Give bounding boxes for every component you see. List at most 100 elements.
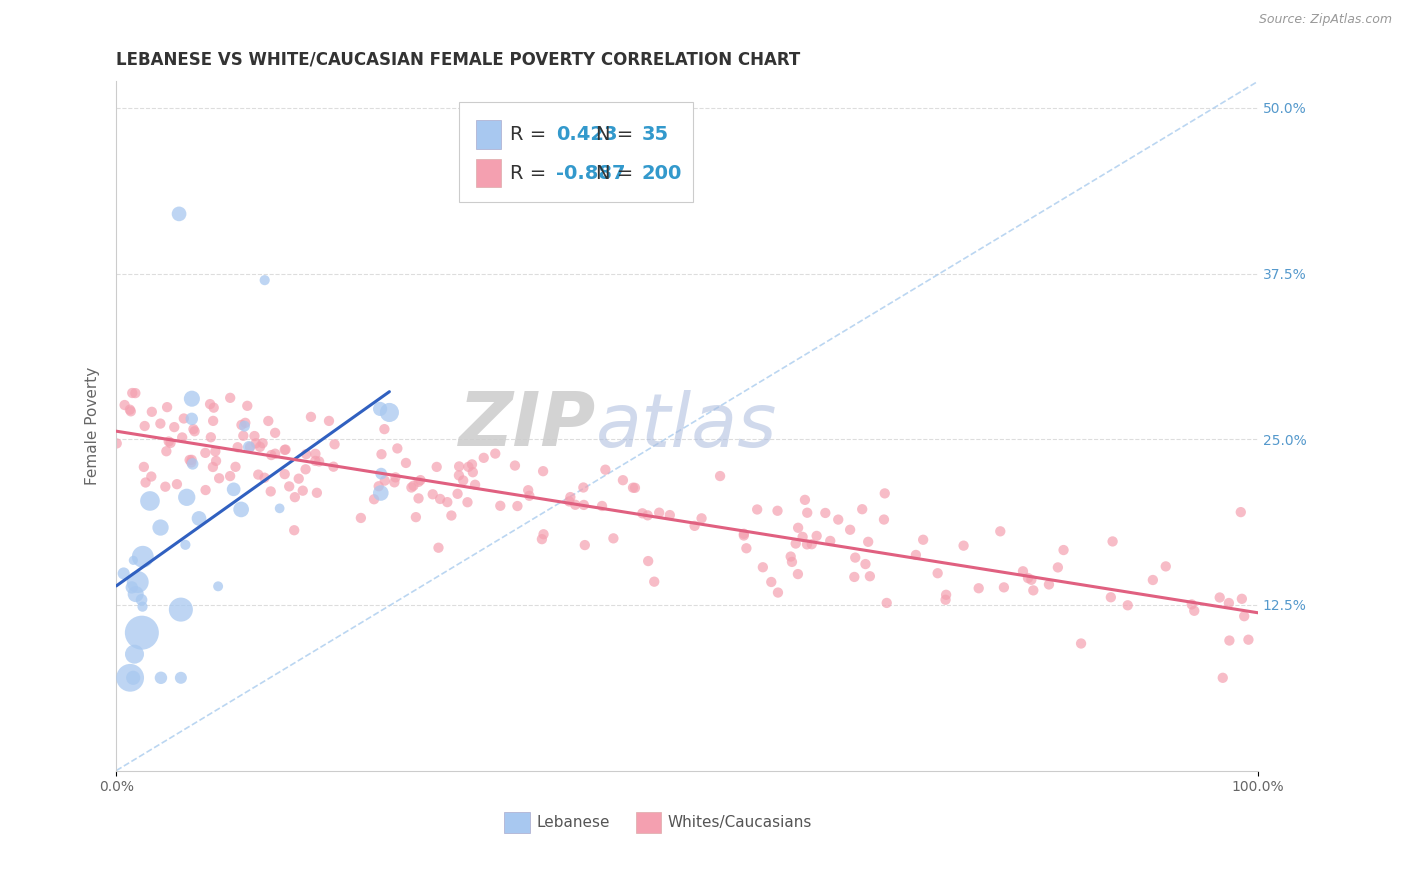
Point <box>132 459 155 474</box>
Point <box>814 506 837 520</box>
Point <box>236 399 259 413</box>
Point <box>127 575 149 590</box>
Point <box>427 541 450 555</box>
FancyBboxPatch shape <box>458 102 693 202</box>
Point <box>173 411 195 425</box>
Point <box>121 581 143 595</box>
Bar <box>475 120 501 149</box>
Point <box>572 498 595 512</box>
Point <box>252 436 274 450</box>
Point <box>489 499 512 513</box>
Point <box>105 436 128 450</box>
Point <box>574 538 596 552</box>
Text: -0.887: -0.887 <box>555 163 626 183</box>
Point <box>779 549 801 564</box>
Point <box>612 473 634 487</box>
Point <box>967 581 990 595</box>
Point <box>1101 534 1123 549</box>
Point <box>202 414 225 428</box>
Point <box>232 429 254 443</box>
Point <box>135 475 157 490</box>
Point <box>194 483 217 497</box>
Point <box>766 585 789 599</box>
Point <box>225 459 247 474</box>
Point <box>602 532 624 546</box>
Point <box>183 424 205 438</box>
Point <box>249 440 271 454</box>
Point <box>170 671 193 685</box>
Point <box>374 474 396 488</box>
Point <box>122 553 145 567</box>
Point <box>202 401 225 415</box>
Point <box>139 494 162 508</box>
Point <box>264 425 287 440</box>
Point <box>304 447 326 461</box>
Point <box>785 536 807 550</box>
Point <box>384 470 406 484</box>
Point <box>1218 633 1240 648</box>
Point <box>780 555 803 569</box>
Point <box>368 401 391 416</box>
Point <box>766 504 789 518</box>
Point <box>859 569 882 583</box>
Point <box>827 513 849 527</box>
Point <box>560 490 582 504</box>
Point <box>308 454 330 468</box>
Point <box>747 502 769 516</box>
Point <box>1154 559 1177 574</box>
Point <box>207 579 229 593</box>
Point <box>461 458 484 472</box>
Point <box>299 409 322 424</box>
Point <box>304 454 326 468</box>
Point <box>163 420 186 434</box>
Point <box>787 567 810 582</box>
Point <box>503 458 526 473</box>
Point <box>294 462 316 476</box>
Point <box>912 533 935 547</box>
Point <box>472 450 495 465</box>
Point <box>401 481 423 495</box>
Point <box>253 273 276 287</box>
Point <box>988 524 1011 539</box>
Point <box>157 434 180 449</box>
Point <box>1022 583 1045 598</box>
Point <box>167 207 190 221</box>
Bar <box>636 812 661 832</box>
Point <box>530 532 553 546</box>
Point <box>125 587 148 601</box>
Point <box>449 459 471 474</box>
Point <box>370 447 392 461</box>
Point <box>456 495 478 509</box>
Point <box>643 574 665 589</box>
Point <box>1021 573 1043 587</box>
Point <box>273 442 295 457</box>
Point <box>291 483 314 498</box>
Point <box>149 520 172 534</box>
Text: 0.423: 0.423 <box>555 125 617 144</box>
Point <box>752 560 775 574</box>
Point <box>180 392 202 406</box>
Point <box>179 453 201 467</box>
Point <box>851 502 873 516</box>
Point <box>243 429 266 443</box>
Point <box>124 386 146 401</box>
Point <box>1209 591 1232 605</box>
Point <box>564 498 586 512</box>
Point <box>1116 599 1139 613</box>
Point <box>624 481 647 495</box>
Point <box>121 386 143 401</box>
Point <box>260 448 283 462</box>
Point <box>464 477 486 491</box>
Point <box>134 419 156 434</box>
Point <box>305 485 328 500</box>
Point <box>409 473 432 487</box>
Point <box>233 416 256 430</box>
Point <box>141 405 163 419</box>
Point <box>709 469 731 483</box>
Point <box>904 548 927 562</box>
Point <box>1070 636 1092 650</box>
Point <box>172 430 194 444</box>
Point <box>461 465 484 479</box>
Point <box>1052 543 1074 558</box>
Point <box>796 537 818 551</box>
